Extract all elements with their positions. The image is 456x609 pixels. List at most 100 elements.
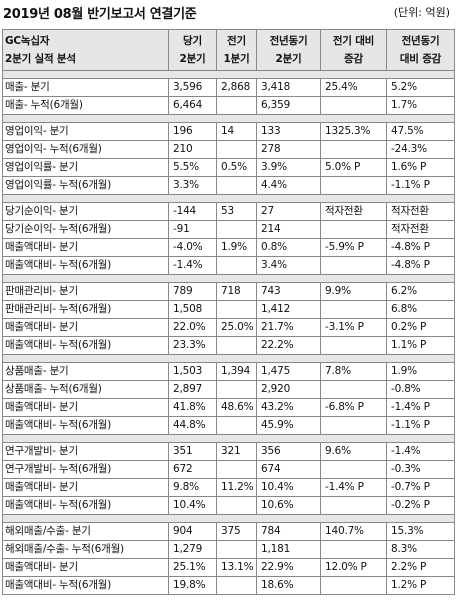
table-row: 영업이익률- 누적(6개월) 3.3% 4.4% -1.1% P: [2, 176, 455, 195]
row-label: 해외매출/수출- 누적(6개월): [2, 540, 169, 559]
value-cell: 6.8%: [386, 300, 455, 319]
value-cell: [320, 256, 387, 275]
value-cell: [216, 256, 257, 275]
value-cell: -6.8% P: [320, 398, 387, 417]
value-cell: 672: [168, 460, 217, 479]
table-row: 당기순이익- 분기 -144 53 27 적자전환 적자전환: [2, 202, 455, 221]
value-cell: 14: [216, 122, 257, 141]
value-cell: 44.8%: [168, 416, 217, 435]
value-cell: 41.8%: [168, 398, 217, 417]
value-cell: [320, 496, 387, 515]
row-label: 영업이익률- 누적(6개월): [2, 176, 169, 195]
value-cell: [216, 336, 257, 355]
value-cell: 3,596: [168, 78, 217, 97]
row-label: 매출- 누적(6개월): [2, 96, 169, 115]
header-line: 1분기: [223, 53, 250, 65]
value-cell: 1.9%: [216, 238, 257, 257]
separator-cell: [2, 70, 455, 79]
value-cell: -91: [168, 220, 217, 239]
value-cell: [216, 300, 257, 319]
value-cell: 1.6% P: [386, 158, 455, 177]
value-cell: 1,394: [216, 362, 257, 381]
value-cell: -0.2% P: [386, 496, 455, 515]
value-cell: [216, 496, 257, 515]
value-cell: 9.8%: [168, 478, 217, 497]
value-cell: 321: [216, 442, 257, 461]
value-cell: -4.0%: [168, 238, 217, 257]
value-cell: -0.3%: [386, 460, 455, 479]
value-cell: 1,508: [168, 300, 217, 319]
row-label: 매출액대비- 분기: [2, 558, 169, 577]
value-cell: 904: [168, 522, 217, 541]
value-cell: -1.1% P: [386, 176, 455, 195]
row-label: 당기순이익- 누적(6개월): [2, 220, 169, 239]
row-label: 매출액대비- 분기: [2, 238, 169, 257]
value-cell: [320, 140, 387, 159]
value-cell: 25.4%: [320, 78, 387, 97]
value-cell: 140.7%: [320, 522, 387, 541]
value-cell: 11.2%: [216, 478, 257, 497]
header-line: 전기 대비: [332, 35, 375, 47]
value-cell: [216, 576, 257, 595]
value-cell: 743: [256, 282, 321, 301]
header-line: 전년동기: [269, 35, 308, 47]
value-cell: 278: [256, 140, 321, 159]
value-cell: [216, 540, 257, 559]
header-line: 증감: [344, 53, 363, 65]
value-cell: 210: [168, 140, 217, 159]
table-row: 연구개발비- 분기 351 321 356 9.6% -1.4%: [2, 442, 455, 461]
value-cell: [320, 176, 387, 195]
header-line: 2분기: [179, 53, 206, 65]
value-cell: 3.4%: [256, 256, 321, 275]
value-cell: -1.4% P: [320, 478, 387, 497]
value-cell: 19.8%: [168, 576, 217, 595]
value-cell: 27: [256, 202, 321, 221]
header-cell-previous: 전기 1분기: [216, 29, 257, 71]
table-row: 매출- 분기 3,596 2,868 3,418 25.4% 5.2%: [2, 78, 455, 97]
value-cell: 9.9%: [320, 282, 387, 301]
row-label: 매출액대비- 누적(6개월): [2, 416, 169, 435]
row-label: 영업이익- 누적(6개월): [2, 140, 169, 159]
value-cell: [216, 460, 257, 479]
value-cell: 1.1% P: [386, 336, 455, 355]
header-line: 2분기 실적 분석: [5, 53, 76, 65]
value-cell: -1.4%: [168, 256, 217, 275]
value-cell: -1.1% P: [386, 416, 455, 435]
value-cell: 45.9%: [256, 416, 321, 435]
group-separator: [2, 114, 455, 123]
value-cell: 1,412: [256, 300, 321, 319]
value-cell: 7.8%: [320, 362, 387, 381]
value-cell: 784: [256, 522, 321, 541]
table-row: 매출액대비- 분기 9.8% 11.2% 10.4% -1.4% P -0.7% P: [2, 478, 455, 497]
row-label: 판매관리비- 누적(6개월): [2, 300, 169, 319]
value-cell: 47.5%: [386, 122, 455, 141]
separator-cell: [2, 514, 455, 523]
value-cell: -24.3%: [386, 140, 455, 159]
header-cell-yoy-change: 전년동기 대비 증감: [386, 29, 455, 71]
table-row: 영업이익- 누적(6개월) 210 278 -24.3%: [2, 140, 455, 159]
value-cell: -4.8% P: [386, 256, 455, 275]
header-line: 대비 증감: [399, 53, 442, 65]
row-label: 매출- 분기: [2, 78, 169, 97]
row-label: 해외매출/수출- 분기: [2, 522, 169, 541]
table-row: 매출액대비- 분기 25.1% 13.1% 22.9% 12.0% P 2.2% P: [2, 558, 455, 577]
value-cell: [320, 336, 387, 355]
value-cell: 0.8%: [256, 238, 321, 257]
value-cell: [216, 220, 257, 239]
table-row: 상품매출- 누적(6개월) 2,897 2,920 -0.8%: [2, 380, 455, 399]
header-cell-current: 당기 2분기: [168, 29, 217, 71]
table-row: 매출액대비- 분기 41.8% 48.6% 43.2% -6.8% P -1.4% P: [2, 398, 455, 417]
value-cell: 0.5%: [216, 158, 257, 177]
earnings-table: GC녹십자 2분기 실적 분석 당기 2분기 전기 1분기 전년동기 2분기 전기 대비…: [2, 29, 455, 595]
report-title: 2019년 08월 반기보고서 연결기준: [3, 7, 197, 22]
value-cell: 적자전환: [386, 220, 455, 239]
value-cell: 1.7%: [386, 96, 455, 115]
value-cell: 3.3%: [168, 176, 217, 195]
value-cell: [320, 96, 387, 115]
row-label: 연구개발비- 분기: [2, 442, 169, 461]
value-cell: 351: [168, 442, 217, 461]
value-cell: -1.4% P: [386, 398, 455, 417]
row-label: 영업이익- 분기: [2, 122, 169, 141]
header-line: 당기: [183, 35, 202, 47]
